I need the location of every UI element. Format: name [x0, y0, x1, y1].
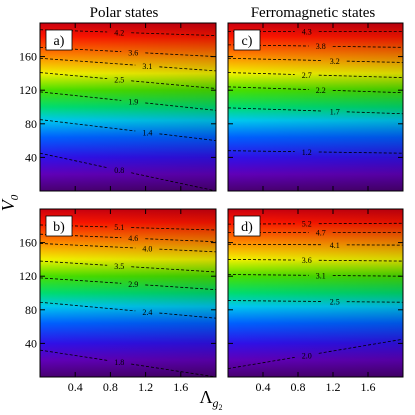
- contour-line: [227, 72, 404, 78]
- contour-line: [39, 72, 217, 89]
- panel-frame: [39, 208, 217, 378]
- contour-label: 3.8: [316, 42, 326, 51]
- x-axis-title-subsubscript: 2: [219, 403, 223, 412]
- contour-label: 3.1: [142, 62, 152, 71]
- x-axis-title-symbol: Λ: [199, 387, 212, 407]
- contour-label: 2.2: [316, 86, 326, 95]
- contour-label: 5.1: [114, 223, 124, 232]
- contour-line: [227, 338, 404, 369]
- contour-label: 5.2: [302, 220, 312, 229]
- x-tick-label: 1.2: [326, 380, 341, 394]
- contour-line: [39, 277, 217, 291]
- y-tick-label: 40: [25, 336, 37, 350]
- contour-label: 1.4: [142, 128, 152, 137]
- contour-label: 4.1: [330, 241, 340, 250]
- contour-label: 2.5: [114, 76, 124, 85]
- contour-label: 4.0: [142, 245, 152, 254]
- y-axis-title: V0: [0, 194, 21, 211]
- contour-label: 1.7: [330, 107, 340, 116]
- column-title-ferromagnetic: Ferromagnetic states: [251, 5, 376, 21]
- contour-label: 4.3: [302, 27, 312, 36]
- contour-line: [39, 91, 217, 111]
- y-tick-label: 160: [19, 236, 37, 250]
- y-tick-label: 120: [19, 269, 37, 283]
- contour-label: 1.9: [128, 98, 138, 107]
- x-axis-title-subscript: g: [213, 396, 219, 410]
- contour-label: 1.8: [114, 358, 124, 367]
- x-tick-label: 1.6: [173, 380, 188, 394]
- svg-text:Λg2: Λg2: [199, 387, 222, 412]
- contour-line: [39, 301, 217, 319]
- contour-label: 2.7: [302, 71, 312, 80]
- x-axis-title: Λg2: [199, 387, 222, 412]
- contour-label: 2.5: [330, 298, 340, 307]
- y-axis-title-subscript: 0: [9, 194, 21, 200]
- x-tick-label: 1.6: [361, 380, 376, 394]
- panel-label: c): [242, 34, 253, 49]
- panel-label-box: [233, 215, 261, 237]
- svg-text:V0: V0: [0, 194, 21, 211]
- panel-label: d): [241, 220, 253, 235]
- y-tick-label: 40: [25, 150, 37, 164]
- y-tick-label: 80: [25, 117, 37, 131]
- contour-line: [39, 243, 217, 253]
- heatmap-shading: [40, 209, 216, 377]
- x-tick-label: 0.8: [291, 380, 306, 394]
- panel-label-box: [45, 215, 73, 237]
- x-tick-label: 1.2: [138, 380, 153, 394]
- contour-line: [227, 57, 404, 63]
- contour-label: 1.2: [302, 148, 312, 157]
- panel-b: 5.1 4.6 4.0 3.5 2.9 2.4 1.8 40 80 120 160 0.4 0.8 1.2…: [19, 208, 217, 394]
- contour-line: [227, 259, 404, 262]
- contour-line: [39, 152, 217, 192]
- contour-label: 3.1: [316, 271, 326, 280]
- y-tick-label: 160: [19, 50, 37, 64]
- contour-line: [39, 233, 217, 243]
- panels: 4.2 3.6 3.1 2.5 1.9 1.4 0.8 40 80 120 160 a) 4.3 3.8 3…: [19, 22, 404, 394]
- panel-label-box: [233, 29, 261, 51]
- panel-d: 5.2 4.7 4.1 3.6 3.1 2.5 2.0 0.4 0.8 1.2 1.6 d): [227, 208, 404, 394]
- heatmap-shading: [228, 23, 403, 191]
- x-tick-label: 0.8: [103, 380, 118, 394]
- panel-frame: [227, 208, 404, 378]
- contour-label: 3.2: [330, 57, 340, 66]
- contour-line: [227, 107, 404, 115]
- column-title-polar: Polar states: [90, 5, 159, 21]
- heatmap-shading: [228, 209, 403, 377]
- contour-label: 4.2: [114, 28, 124, 37]
- contour-line: [227, 300, 404, 303]
- panel-label-box: [45, 29, 73, 51]
- contour-line: [227, 44, 404, 48]
- contour-label: 4.6: [128, 234, 138, 243]
- panel-frame: [39, 22, 217, 192]
- panel-c: 4.3 3.8 3.2 2.7 2.2 1.7 1.2 c): [227, 22, 404, 192]
- contour-line: [39, 349, 217, 378]
- contour-line: [227, 243, 404, 246]
- panel-frame: [227, 22, 404, 192]
- panel-a: 4.2 3.6 3.1 2.5 1.9 1.4 0.8 40 80 120 160 a): [19, 22, 217, 192]
- x-tick-label: 0.4: [68, 380, 83, 394]
- contour-label: 0.8: [114, 166, 124, 175]
- contour-line: [227, 274, 404, 277]
- contour-label: 3.5: [114, 262, 124, 271]
- contour-label: 2.9: [128, 280, 138, 289]
- contour-line: [39, 119, 217, 141]
- contour-line: [227, 150, 404, 154]
- contour-line: [39, 260, 217, 273]
- contour-line: [39, 57, 217, 72]
- contour-line: [227, 86, 404, 94]
- contour-line: [39, 46, 217, 57]
- x-tick-label: 0.4: [256, 380, 271, 394]
- contour-label: 4.7: [316, 229, 326, 238]
- contour-label: 2.4: [142, 308, 152, 317]
- panel-label: a): [54, 34, 65, 49]
- contour-label: 3.6: [128, 48, 138, 57]
- contour-label: 2.0: [302, 351, 312, 360]
- y-tick-label: 120: [19, 83, 37, 97]
- panel-label: b): [53, 220, 65, 235]
- y-tick-label: 80: [25, 303, 37, 317]
- y-axis-title-symbol: V: [0, 198, 18, 211]
- contour-label: 3.6: [302, 256, 312, 265]
